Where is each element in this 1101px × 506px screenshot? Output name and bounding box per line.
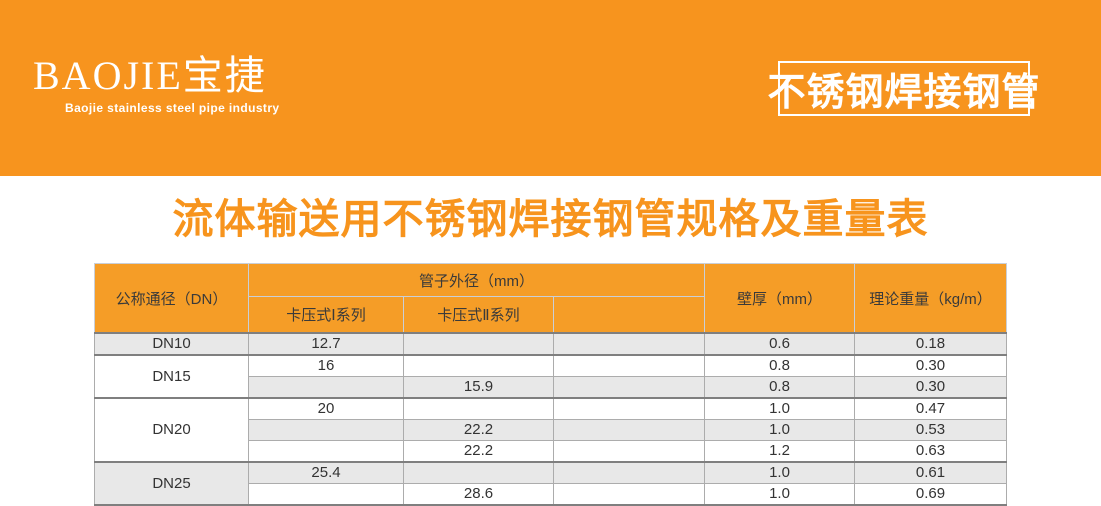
series1-cell xyxy=(248,419,404,441)
dn-cell: DN15 xyxy=(94,354,249,399)
series3-cell xyxy=(552,483,706,506)
series2-cell xyxy=(403,397,554,420)
wall-cell: 1.0 xyxy=(704,483,856,506)
header-series2: 卡压式Ⅱ系列 xyxy=(403,296,554,334)
table-row: DN15 16 0.8 0.30 xyxy=(94,354,1008,399)
weight-cell: 0.30 xyxy=(854,354,1008,377)
weight-cell: 0.47 xyxy=(854,397,1008,420)
header-series1: 卡压式Ⅰ系列 xyxy=(248,296,404,334)
product-badge-text: 不锈钢焊接钢管 xyxy=(767,72,1041,114)
header-nominal-diameter: 公称通径（DN） xyxy=(94,263,249,334)
table-row: 28.6 1.0 0.69 xyxy=(95,483,1008,506)
dn-cell: DN25 xyxy=(94,461,249,506)
table-row: DN25 25.4 1.0 0.61 xyxy=(94,461,1008,506)
header-theoretical-weight: 理论重量（kg/m） xyxy=(854,263,1008,334)
series1-cell xyxy=(248,376,404,399)
wall-cell: 1.0 xyxy=(704,419,856,441)
table-row: DN10 12.7 0.6 0.18 xyxy=(94,332,1008,356)
table-row: DN20 20 1.0 0.47 xyxy=(94,397,1008,463)
series1-cell: 16 xyxy=(248,354,404,377)
spec-table: 公称通径（DN） 管子外径（mm） 壁厚（mm） 理论重量（kg/m） 卡压式Ⅰ… xyxy=(94,263,1008,506)
brand-tagline: Baojie stainless steel pipe industry xyxy=(65,101,280,115)
dn-cell: DN20 xyxy=(94,397,249,463)
series1-cell: 20 xyxy=(248,397,404,420)
dn-cell: DN10 xyxy=(94,332,249,356)
spec-table-body: DN10 12.7 0.6 0.18 DN15 16 0.8 0.30 15.9 0.8 0.30 D… xyxy=(94,332,1008,506)
weight-cell: 0.63 xyxy=(854,440,1008,463)
series3-cell xyxy=(552,440,706,463)
header-wall-thickness: 壁厚（mm） xyxy=(704,263,856,334)
wall-cell: 1.0 xyxy=(704,397,856,420)
wall-cell: 0.8 xyxy=(704,376,856,399)
weight-cell: 0.69 xyxy=(854,483,1008,506)
series2-cell xyxy=(403,461,554,484)
series2-cell: 22.2 xyxy=(403,419,554,441)
series2-cell: 28.6 xyxy=(403,483,554,506)
weight-cell: 0.61 xyxy=(854,461,1008,484)
series3-cell xyxy=(552,332,706,356)
series2-cell xyxy=(403,332,554,356)
banner: BAOJIE宝捷 Baojie stainless steel pipe ind… xyxy=(0,0,1101,176)
series3-cell xyxy=(552,376,706,399)
weight-cell: 0.53 xyxy=(854,419,1008,441)
spec-table-header: 公称通径（DN） 管子外径（mm） 壁厚（mm） 理论重量（kg/m） 卡压式Ⅰ… xyxy=(94,263,1008,334)
series1-cell: 25.4 xyxy=(248,461,404,484)
table-row: 22.2 1.0 0.53 xyxy=(95,419,1008,441)
series1-cell xyxy=(248,440,404,463)
wall-cell: 1.2 xyxy=(704,440,856,463)
series3-cell xyxy=(552,397,706,420)
series2-cell: 15.9 xyxy=(403,376,554,399)
header-outer-diameter-group: 管子外径（mm） xyxy=(247,263,706,297)
brand-logo: BAOJIE宝捷 Baojie stainless steel pipe ind… xyxy=(33,53,280,115)
series3-cell xyxy=(552,354,706,377)
page-title: 流体输送用不锈钢焊接钢管规格及重量表 xyxy=(172,196,929,242)
wall-cell: 0.8 xyxy=(704,354,856,377)
series1-cell: 12.7 xyxy=(248,332,404,356)
header-series3 xyxy=(552,296,706,334)
weight-cell: 0.30 xyxy=(854,376,1008,399)
weight-cell: 0.18 xyxy=(854,332,1008,356)
wall-cell: 1.0 xyxy=(704,461,856,484)
series2-cell: 22.2 xyxy=(403,440,554,463)
product-badge: 不锈钢焊接钢管 xyxy=(768,61,1040,116)
series1-cell xyxy=(248,483,404,506)
brand-logo-text: BAOJIE宝捷 xyxy=(33,53,267,98)
series2-cell xyxy=(403,354,554,377)
series3-cell xyxy=(552,461,706,484)
series3-cell xyxy=(552,419,706,441)
wall-cell: 0.6 xyxy=(704,332,856,356)
